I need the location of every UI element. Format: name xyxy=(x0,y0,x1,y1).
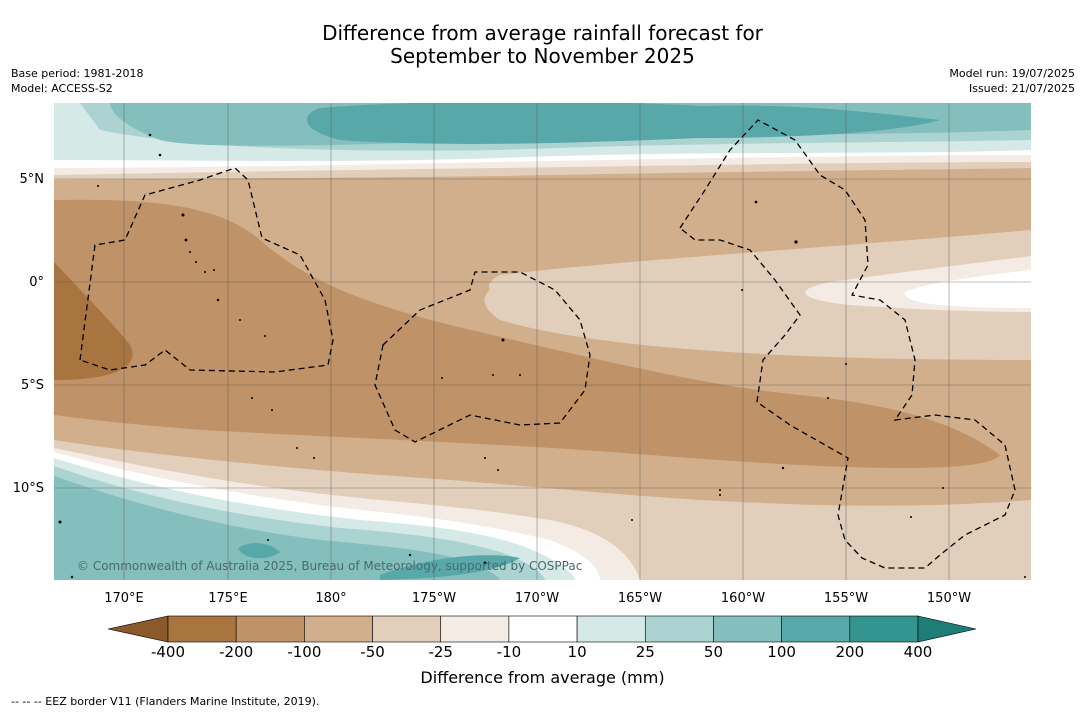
lon-label-175e: 175°E xyxy=(208,591,248,606)
colorbar-bin xyxy=(644,615,714,643)
colorbar-tick-label: 400 xyxy=(903,643,933,661)
colorbar-tick-label: 200 xyxy=(835,643,865,661)
colorbar-tick-label: -25 xyxy=(428,643,453,661)
colorbar-bin xyxy=(372,615,442,643)
model-run: Model run: 19/07/2025 xyxy=(949,67,1075,80)
colorbar-tick-label: -100 xyxy=(287,643,322,661)
lon-label-170e: 170°E xyxy=(104,591,144,606)
colorbar-tick-label: 50 xyxy=(703,643,723,661)
lon-label-180: 180° xyxy=(315,591,346,606)
colorbar-tick-label: 10 xyxy=(567,643,587,661)
latitude-labels: 5°N 0° 5°S 10°S xyxy=(13,172,44,496)
colorbar-extend-high xyxy=(917,615,977,643)
lon-label-160w: 160°W xyxy=(721,591,765,606)
meta-left: Base period: 1981-2018 Model: ACCESS-S2 xyxy=(11,66,143,96)
colorbar-tick-labels: -400 -200 -100 -50 -25 -10 10 25 50 100 200 400 xyxy=(0,643,1085,663)
lon-label-155w: 155°W xyxy=(824,591,868,606)
colorbar-bin xyxy=(167,615,237,643)
lon-label-165w: 165°W xyxy=(618,591,662,606)
colorbar-bin xyxy=(713,615,782,643)
colorbar xyxy=(107,615,977,643)
colorbar-bin xyxy=(508,615,578,643)
copyright-text: © Commonwealth of Australia 2025, Bureau… xyxy=(77,559,582,573)
colorbar-bin xyxy=(440,615,510,643)
eez-borders xyxy=(79,119,1016,569)
rainfall-field: © Commonwealth of Australia 2025, Bureau… xyxy=(54,103,1031,580)
lon-label-175w: 175°W xyxy=(412,591,456,606)
lat-label-5n: 5°N xyxy=(20,172,45,187)
model-name: Model: ACCESS-S2 xyxy=(11,82,113,95)
colorbar-bin xyxy=(781,615,851,643)
colorbar-bin xyxy=(304,615,373,643)
colorbar-tick-label: -50 xyxy=(360,643,385,661)
colorbar-bin xyxy=(849,615,919,643)
eez-footnote: -- -- -- EEZ border V11 (Flanders Marine… xyxy=(11,695,320,708)
island-specks xyxy=(58,133,1026,579)
colorbar-tick-label: -10 xyxy=(496,643,522,661)
longitude-labels: 170°E 175°E 180° 175°W 170°W 165°W 160°W… xyxy=(104,591,971,606)
map-title: Difference from average rainfall forecas… xyxy=(0,22,1085,68)
meta-right: Model run: 19/07/2025 Issued: 21/07/2025 xyxy=(949,66,1075,96)
lat-label-10s: 10°S xyxy=(13,481,44,496)
base-period: Base period: 1981-2018 xyxy=(11,67,144,80)
colorbar-tick-label: 100 xyxy=(767,643,796,661)
title-line-1: Difference from average rainfall forecas… xyxy=(322,21,763,45)
colorbar-title: Difference from average (mm) xyxy=(420,668,665,687)
graticule xyxy=(54,103,1031,580)
lon-label-170w: 170°W xyxy=(515,591,559,606)
colorbar-tick-label: -400 xyxy=(150,643,186,661)
lat-label-5s: 5°S xyxy=(21,378,44,393)
issued-date: Issued: 21/07/2025 xyxy=(968,82,1075,95)
colorbar-bin xyxy=(576,615,646,643)
colorbar-tick-label: -200 xyxy=(219,643,254,661)
colorbar-extend-low xyxy=(107,615,169,643)
title-line-2: September to November 2025 xyxy=(390,44,695,68)
lat-label-0: 0° xyxy=(29,275,44,290)
colorbar-tick-label: 25 xyxy=(635,643,655,661)
colorbar-bin xyxy=(235,615,305,643)
lon-label-150w: 150°W xyxy=(927,591,971,606)
